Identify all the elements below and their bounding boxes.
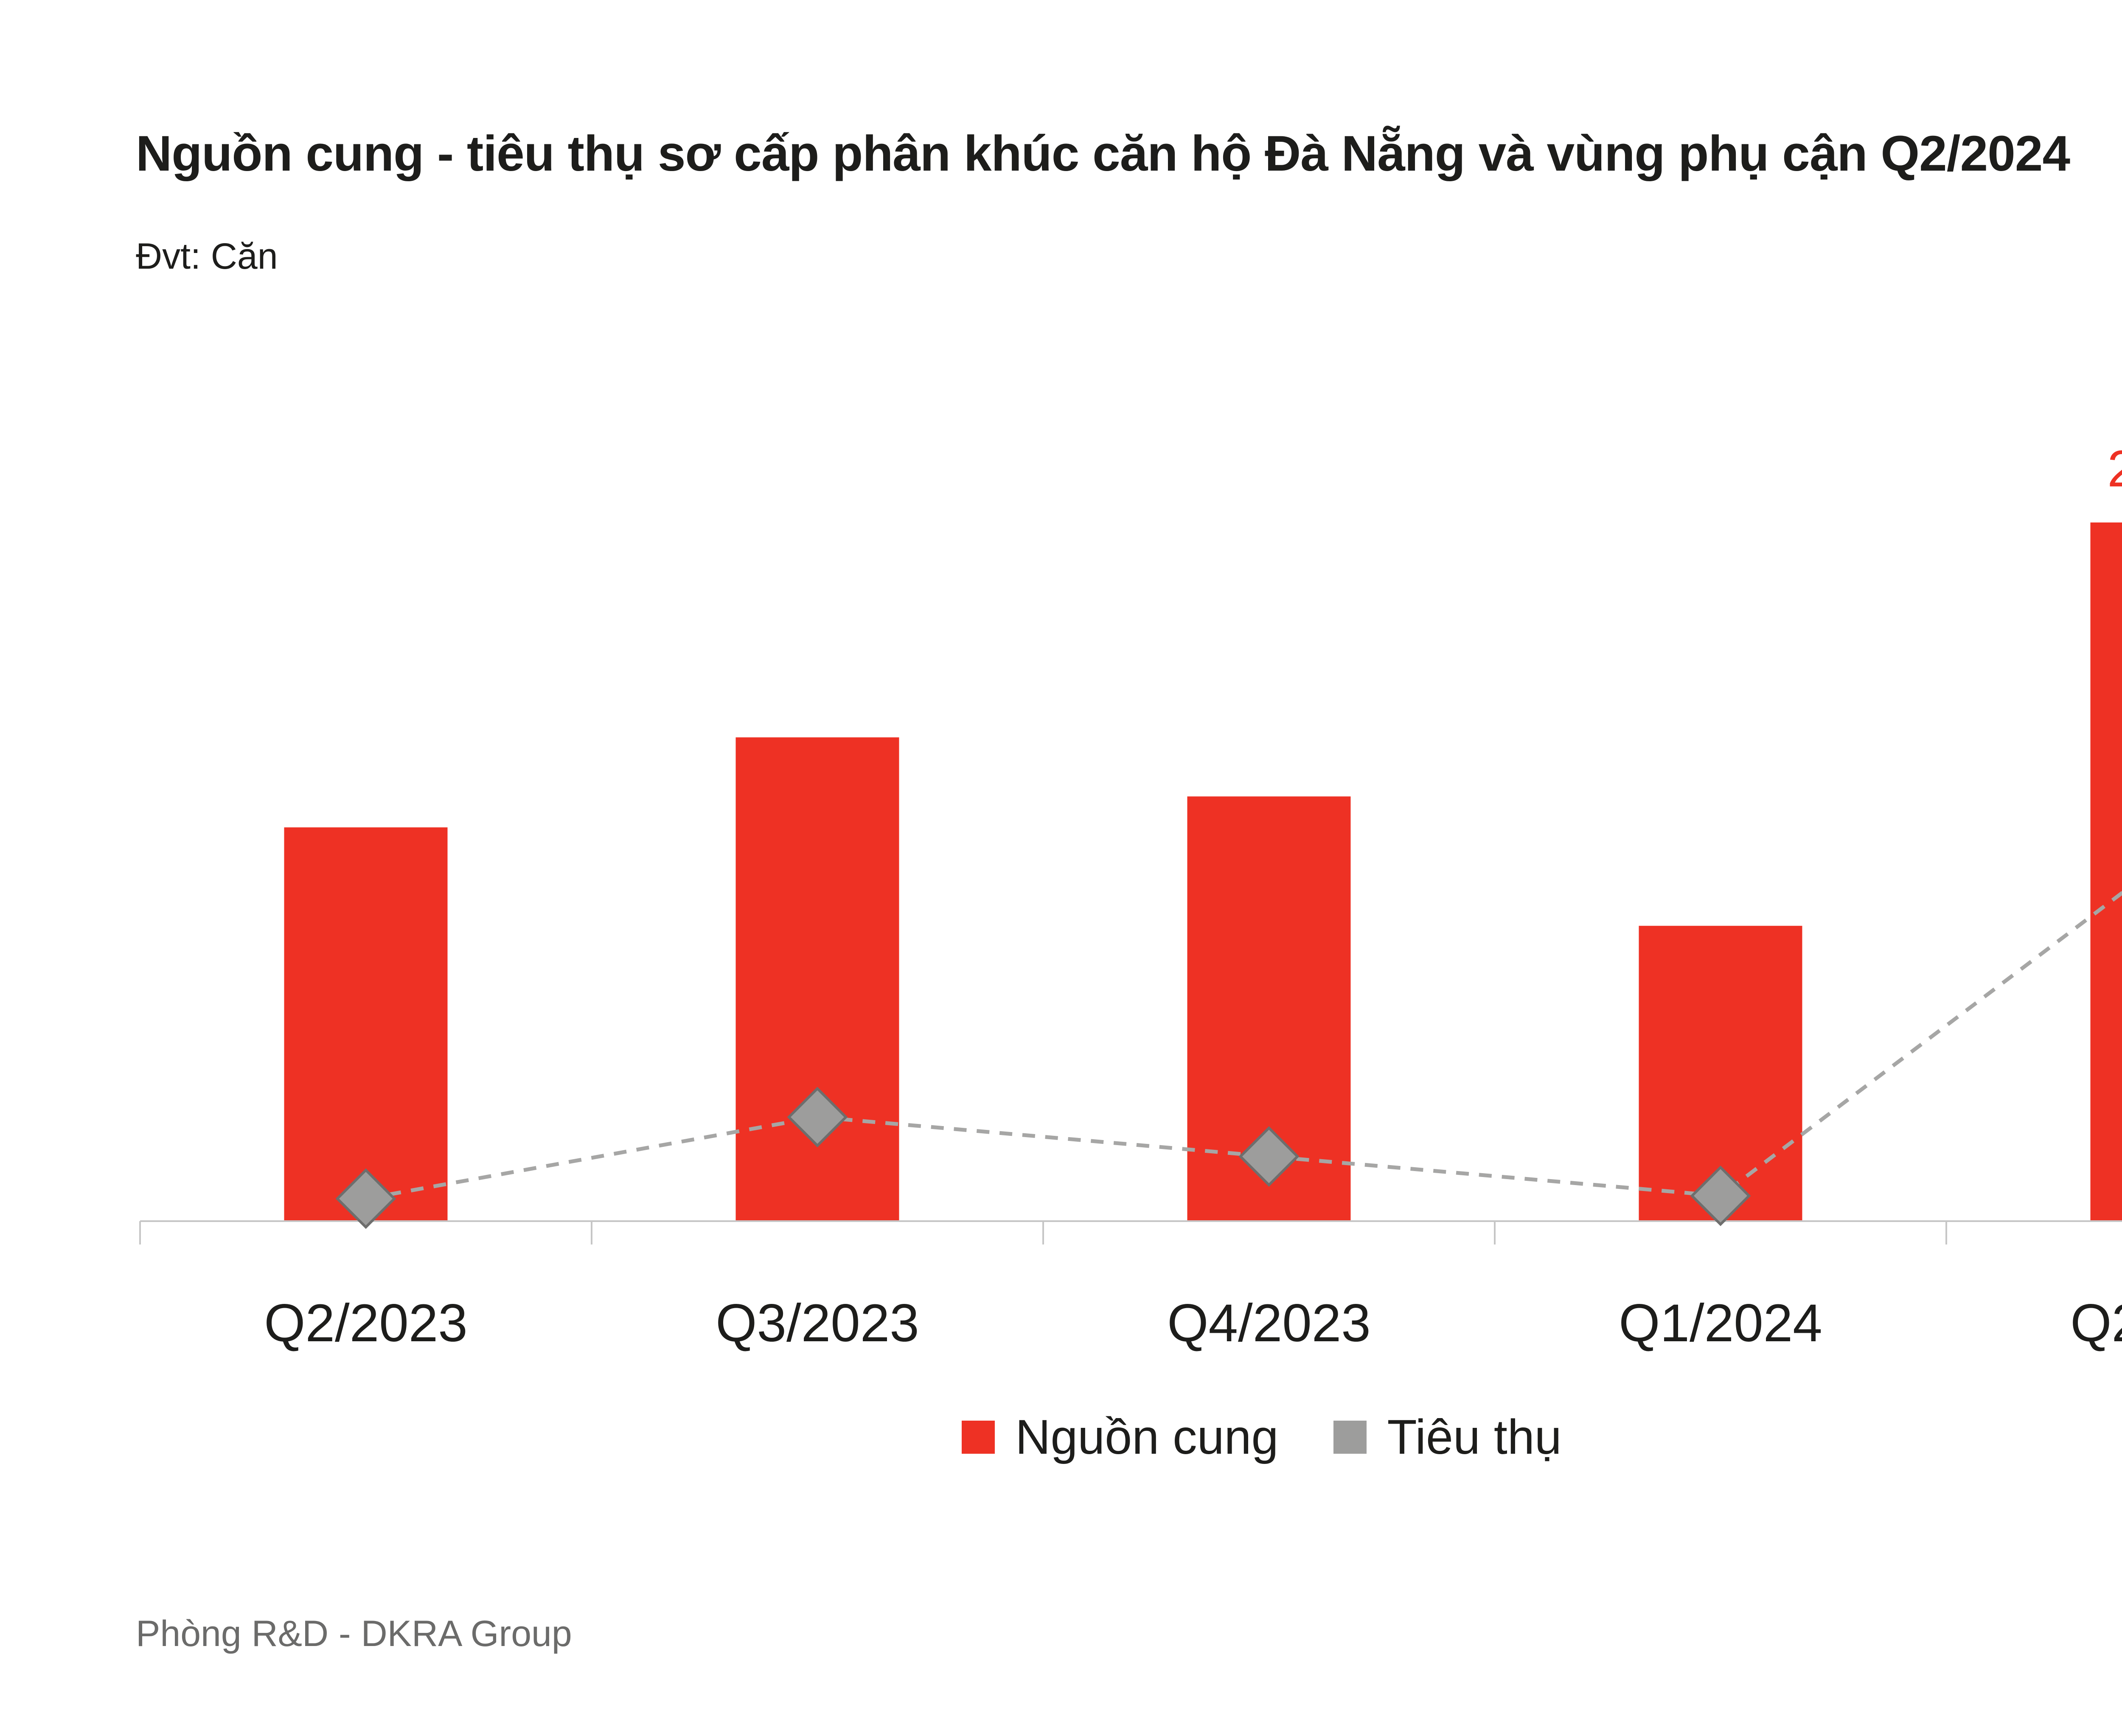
supply-swatch-icon (962, 1421, 995, 1454)
x-axis-label-q4-2023: Q4/2023 (1167, 1294, 1371, 1353)
bar-q3-2023 (735, 737, 899, 1221)
chart-legend: Nguồn cung Tiêu thụ (0, 1409, 2122, 1465)
legend-label-supply: Nguồn cung (1015, 1410, 1279, 1464)
data-label-ngu-n-cung-q2-2024: 2,484 (2107, 440, 2122, 497)
x-axis-label-q2-2023: Q2/2023 (264, 1294, 468, 1353)
unit-label: Đvt: Căn (136, 236, 278, 277)
diamond-marker-q3-2023 (787, 1087, 848, 1148)
diamond-marker-q4-2023 (1238, 1126, 1300, 1187)
legend-label-consumption: Tiêu thụ (1387, 1410, 1562, 1464)
consumption-line (365, 890, 2122, 1201)
x-axis-label-q1-2024: Q1/2024 (1619, 1294, 1822, 1353)
legend-item-supply: Nguồn cung (962, 1409, 1278, 1465)
chart-title: Nguồn cung - tiêu thụ sơ cấp phân khúc c… (136, 126, 2070, 182)
x-axis-label-q3-2023: Q3/2023 (716, 1294, 919, 1353)
consumption-swatch-icon (1333, 1421, 1367, 1454)
x-axis-label-q2-2024: Q2/2024 (2070, 1294, 2122, 1353)
diamond-marker-q1-2024 (1690, 1165, 1751, 1226)
diamond-marker-q2-2023 (335, 1168, 396, 1229)
source-footer: Phòng R&D - DKRA Group (136, 1613, 572, 1654)
legend-item-consumption: Tiêu thụ (1333, 1409, 1562, 1465)
bar-q2-2023 (284, 827, 448, 1221)
bar-q2-2024 (2090, 522, 2122, 1221)
